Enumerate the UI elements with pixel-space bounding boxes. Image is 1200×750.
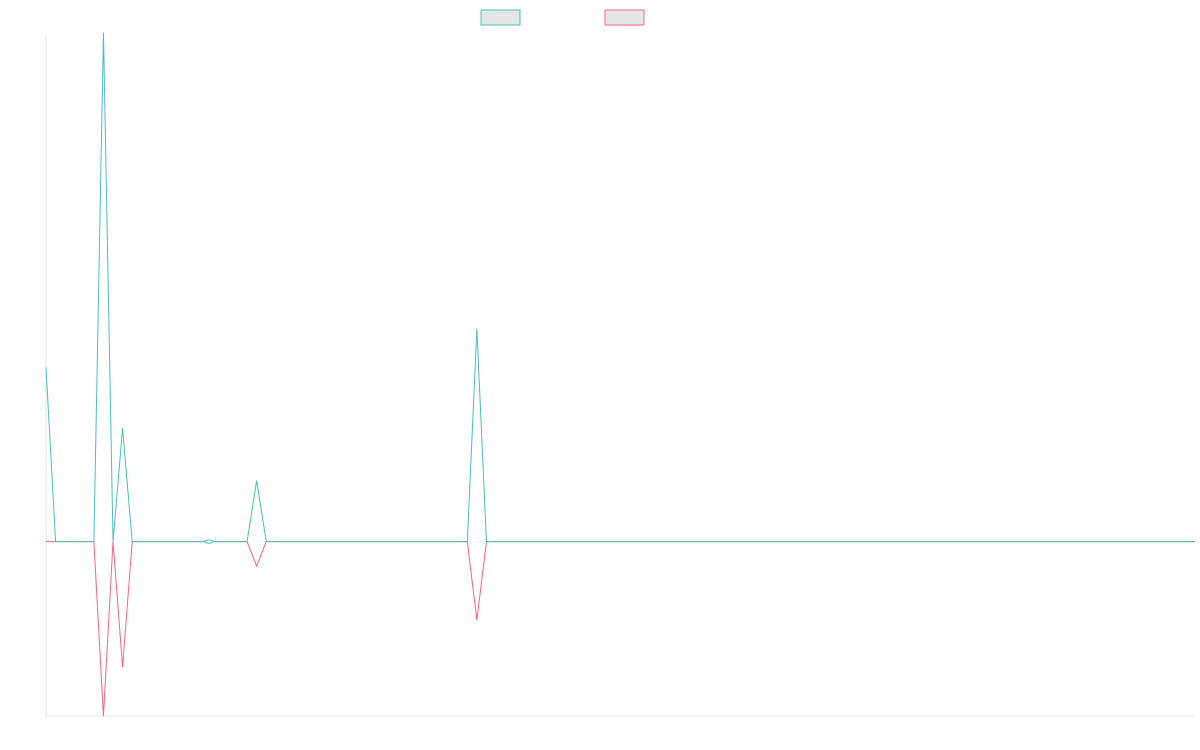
axes (45, 36, 1195, 717)
legend-swatch-2[interactable] (604, 9, 645, 26)
legend-swatch-1[interactable] (480, 9, 521, 26)
series-layer (45, 32, 1195, 717)
legend (480, 9, 645, 26)
series-line-1 (45, 32, 1195, 543)
series-1-point-marker (204, 539, 214, 544)
series-line-2 (46, 541, 1195, 717)
